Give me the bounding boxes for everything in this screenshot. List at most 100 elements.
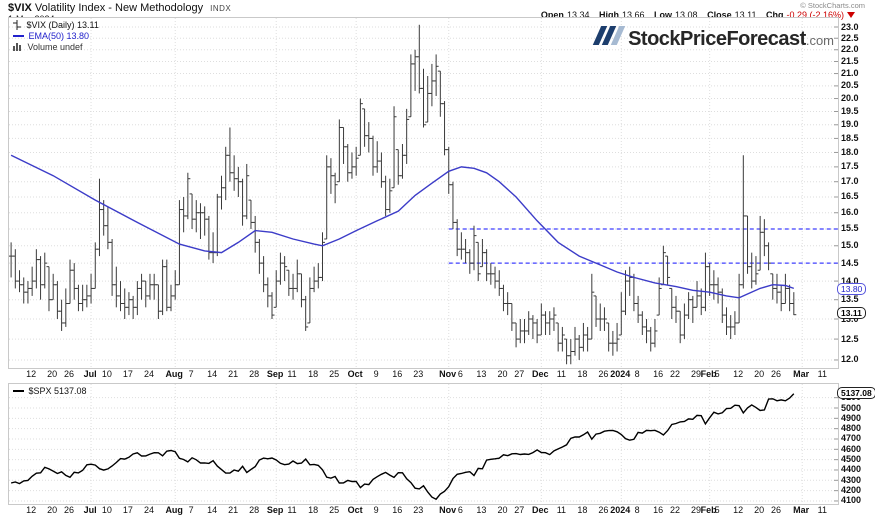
ohlc-summary: Open 13.34 High 13.66 Low 13.08 Close 13.11 … (534, 10, 855, 20)
x-tick-label: 6 (457, 369, 463, 379)
x-tick-label: 27 (514, 505, 525, 515)
price-bar (589, 273, 595, 340)
price-bar (96, 178, 102, 257)
price-bar (277, 252, 283, 285)
price-bar (378, 152, 384, 188)
x-tick-label: 20 (497, 369, 508, 379)
price-bar (341, 126, 347, 164)
price-bar (690, 295, 696, 323)
x-tick-label: 18 (308, 369, 319, 379)
spx-price-pill: 5137.08 (837, 387, 875, 399)
price-bar (580, 322, 586, 352)
x-tick-label: 25 (329, 369, 340, 379)
x-tick-label: 20 (754, 369, 765, 379)
price-bar (652, 319, 658, 348)
price-bar (526, 311, 532, 335)
x-tick-label: Dec (532, 505, 549, 515)
price-bar (677, 310, 683, 344)
spx-y-tick-label: 4400 (841, 464, 862, 475)
x-tick-label: 22 (669, 369, 680, 379)
price-bar (665, 255, 671, 285)
price-bar (631, 273, 637, 312)
x-tick-label: 8 (634, 369, 640, 379)
price-bar (627, 266, 633, 296)
price-bar (593, 295, 599, 327)
price-bar (450, 181, 456, 229)
x-tick-label: 20 (47, 505, 58, 515)
x-tick-label: 2024 (610, 369, 631, 379)
price-bar (791, 292, 797, 316)
x-tick-label: 24 (143, 369, 154, 379)
price-bar (67, 259, 73, 304)
price-bar (753, 256, 759, 285)
price-bar (273, 270, 279, 308)
price-bar (366, 122, 372, 153)
price-bar (336, 119, 342, 183)
spx-y-tick-label: 4600 (841, 443, 862, 454)
x-tick-label: 16 (653, 505, 664, 515)
price-bar (429, 63, 435, 107)
price-bar (686, 292, 692, 320)
x-tick-label: 21 (228, 505, 239, 515)
price-bar (46, 266, 52, 312)
watermark-tld: .com (805, 33, 834, 48)
x-tick-label: 18 (577, 505, 588, 515)
price-bar (740, 155, 746, 289)
price-bar (151, 273, 157, 300)
price-bar (50, 273, 56, 301)
vix-y-tick-label: 21.5 (841, 56, 859, 67)
price-bar (471, 225, 477, 271)
price-bar (614, 322, 620, 352)
spx-y-tick-label: 4200 (841, 485, 862, 496)
x-tick-label: 26 (598, 505, 609, 515)
x-tick-label: 9 (373, 505, 379, 515)
spx-y-tick-label: 5000 (841, 402, 862, 413)
price-bar (353, 146, 359, 176)
price-bar (425, 76, 431, 123)
price-bar (189, 193, 195, 229)
x-tick-label: 12 (733, 505, 744, 515)
vix-y-tick-label: 22.0 (841, 44, 859, 55)
price-bar (660, 245, 666, 286)
price-bar (404, 108, 410, 164)
price-bar (496, 270, 502, 296)
price-bar (463, 238, 469, 264)
x-tick-label: 26 (770, 369, 781, 379)
price-bar (745, 215, 751, 274)
x-tick-label: 16 (392, 505, 403, 515)
price-bar (181, 196, 187, 233)
spx-y-tick-label: 4900 (841, 412, 862, 423)
price-bar (555, 322, 561, 352)
price-bar (223, 146, 229, 201)
vix-legend-label: $VIX (Daily) 13.11 (26, 20, 99, 30)
price-bar (311, 266, 317, 293)
price-bar (185, 172, 191, 220)
x-tick-label: 27 (514, 369, 525, 379)
vix-y-tick-label: 13.5 (841, 294, 859, 305)
price-bar (749, 252, 755, 289)
price-bar (63, 288, 69, 327)
spx-line (10, 393, 795, 501)
x-tick-label: 10 (101, 369, 112, 379)
spx-legend-label: $SPX 5137.08 (28, 386, 87, 396)
x-tick-label: 26 (63, 369, 74, 379)
price-bar (416, 24, 422, 94)
price-bar (534, 319, 540, 344)
spx-y-tick-label: 4100 (841, 495, 862, 506)
price-bar (564, 338, 570, 365)
vix-y-tick-label: 18.0 (841, 146, 859, 157)
x-tick-label: Jul (83, 369, 97, 379)
price-bar (618, 292, 624, 336)
vix-y-tick-label: 16.0 (841, 207, 859, 218)
vix-y-tick-label: 22.5 (841, 32, 859, 43)
x-tick-label: 17 (122, 505, 133, 515)
price-bar (231, 155, 237, 191)
price-bar (164, 259, 170, 312)
price-bar (75, 284, 81, 312)
x-tick-label: Sep (266, 505, 284, 515)
x-tick-label: Nov (439, 369, 457, 379)
watermark-logo: StockPriceForecast.com (592, 26, 834, 51)
x-tick-label: 8 (634, 505, 640, 515)
vix-y-tick-label: 16.5 (841, 191, 859, 202)
x-tick-label: Oct (347, 505, 363, 515)
